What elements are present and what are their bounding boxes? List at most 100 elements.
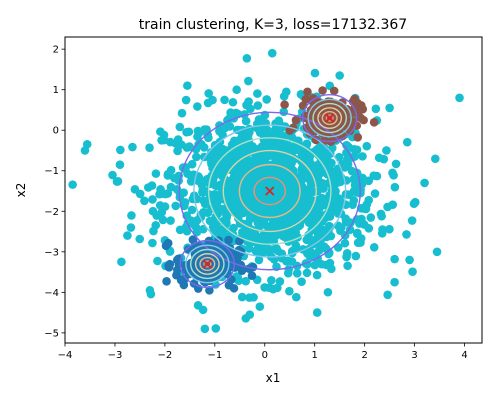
data-point (303, 87, 312, 97)
data-point (270, 152, 280, 162)
data-point (126, 223, 136, 232)
data-point (237, 292, 247, 302)
data-point (216, 192, 225, 202)
data-point (342, 252, 351, 262)
y-axis: −5 −4 −3 −2 −1 0 1 2 (44, 45, 65, 339)
data-point (211, 324, 221, 333)
data-point (274, 203, 284, 212)
data-point (151, 169, 161, 178)
data-point (112, 177, 122, 186)
data-point (280, 197, 290, 207)
data-point (390, 182, 400, 192)
data-point (369, 171, 379, 180)
data-point (362, 141, 372, 151)
data-point (237, 227, 247, 237)
data-point (208, 95, 217, 105)
data-point (244, 76, 253, 86)
data-point (262, 161, 271, 171)
data-point (333, 243, 343, 252)
data-point (245, 293, 254, 302)
data-point (247, 271, 257, 281)
data-point (298, 205, 308, 215)
outlier-point (115, 160, 125, 169)
data-point (170, 173, 179, 183)
data-point (319, 184, 328, 193)
data-point (280, 100, 289, 109)
data-point (198, 305, 208, 315)
data-point (266, 245, 276, 254)
data-point (329, 86, 339, 96)
data-point (253, 244, 263, 253)
data-point (307, 186, 317, 196)
data-point (291, 227, 300, 237)
outlier-point (385, 103, 394, 113)
data-point (235, 350, 244, 359)
data-point (156, 127, 165, 136)
data-point (388, 200, 398, 209)
data-point (291, 292, 301, 302)
data-point (402, 137, 412, 147)
data-point (135, 234, 145, 244)
x-tick-label: 3 (411, 350, 417, 361)
data-point (343, 160, 353, 169)
density-contour (253, 176, 287, 206)
density-contour (317, 107, 343, 129)
data-point (117, 257, 126, 267)
density-contour (312, 102, 348, 134)
data-point (318, 86, 327, 95)
outlier-point (245, 310, 255, 319)
data-point (200, 199, 210, 209)
data-point (215, 126, 224, 136)
outlier-point (183, 81, 192, 90)
data-point (288, 171, 297, 181)
data-point (224, 235, 233, 245)
data-point (155, 201, 165, 210)
data-point (193, 132, 202, 141)
data-point (255, 302, 265, 311)
data-point (351, 187, 360, 197)
data-point (357, 180, 367, 189)
data-point (369, 242, 379, 252)
density-contour (325, 114, 334, 122)
data-point (281, 231, 291, 241)
data-point (188, 235, 198, 245)
data-point (259, 135, 269, 144)
density-contour (203, 260, 212, 268)
data-point (291, 115, 301, 125)
data-point (229, 207, 239, 217)
data-point (241, 116, 251, 126)
outlier-point (123, 231, 132, 240)
x-axis-label: x1 (266, 371, 281, 385)
outlier-point (405, 255, 414, 265)
data-point (313, 146, 323, 156)
data-point (224, 183, 234, 193)
data-point (220, 95, 229, 105)
data-point (303, 147, 313, 156)
data-point (147, 181, 157, 190)
data-point (277, 156, 286, 166)
density-contour (193, 124, 347, 258)
data-point (127, 211, 136, 220)
density-contour (199, 256, 216, 272)
data-point (153, 256, 162, 266)
data-point (321, 260, 331, 270)
data-point (305, 216, 315, 226)
data-point (302, 235, 312, 245)
data-point (171, 201, 181, 211)
data-point (313, 222, 323, 231)
data-point (204, 89, 213, 98)
data-point (278, 141, 288, 151)
data-point (205, 179, 215, 189)
x-axis: −4 −3 −2 −1 0 1 2 3 4 (58, 343, 468, 361)
data-point (164, 261, 173, 271)
data-point (305, 155, 314, 164)
y-tick-label: −5 (44, 328, 59, 339)
data-point (235, 219, 245, 228)
density-contour (238, 163, 301, 219)
data-point (359, 204, 368, 213)
chart-title: train clustering, K=3, loss=17132.367 (139, 17, 407, 33)
data-point (289, 146, 299, 155)
data-point (205, 286, 214, 295)
data-point (408, 267, 417, 277)
